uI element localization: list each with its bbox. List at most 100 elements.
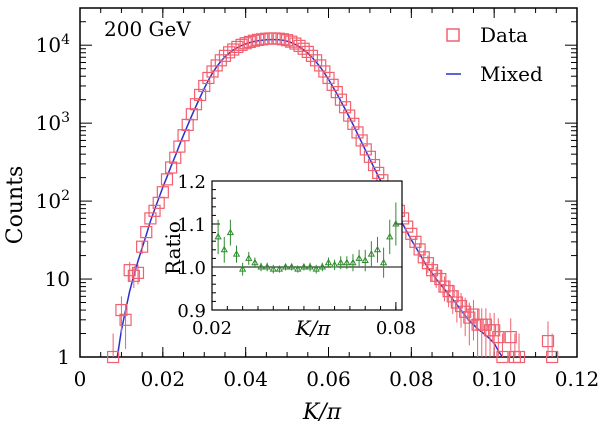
ratio-point [312, 265, 320, 272]
x-tick-label: 0.10 [472, 367, 517, 391]
y-tick-label: 104 [36, 32, 70, 57]
data-point [338, 101, 352, 114]
inset-x-axis-label: K/π [295, 316, 332, 340]
ratio-point [251, 258, 259, 266]
ratio-point [392, 219, 400, 227]
inset-plot: 0.9 1.0 1.1 1.2 0.02 0.08 [177, 172, 416, 339]
main-plot: 0 0.02 0.04 0.06 0.08 0.10 0.12 1 10 102 103 104 [36, 7, 600, 391]
data-point [359, 143, 372, 156]
y-tick-label: 10 [45, 267, 70, 291]
data-point [343, 109, 356, 122]
ratio-point [300, 262, 308, 270]
data-point [504, 331, 517, 344]
x-tick-label: 0.02 [141, 367, 186, 391]
energy-annotation: 200 GeV [104, 17, 191, 41]
data-point [463, 311, 476, 324]
ratio-point [330, 260, 339, 268]
data-point [367, 158, 381, 172]
data-point [280, 34, 294, 47]
ratio-point [232, 250, 241, 257]
legend-mixed-label: Mixed [480, 62, 543, 86]
data-point [492, 331, 505, 344]
inset-x-tick-label: 0.02 [192, 318, 232, 339]
x-tick-label: 0.12 [555, 367, 600, 391]
ratio-point [263, 262, 271, 270]
y-tick-label: 1 [57, 345, 70, 369]
data-point [140, 226, 153, 239]
data-point [198, 79, 211, 93]
inset-y-axis-label: Ratio [161, 221, 185, 275]
inset-y-tick-label: 1.2 [177, 172, 206, 193]
y-tick-label: 102 [36, 188, 70, 213]
data-point [165, 161, 178, 174]
data-point [541, 334, 555, 348]
x-tick-label: 0.06 [306, 367, 351, 391]
y-axis-label: Counts [3, 166, 28, 245]
ratio-point [318, 262, 326, 270]
data-point [107, 350, 120, 364]
ratio-point [257, 262, 265, 270]
inset-y-tick-label: 0.9 [177, 301, 206, 322]
ratio-point [214, 232, 222, 240]
data-point [144, 212, 157, 225]
ratio-point [337, 258, 345, 266]
data-point [438, 280, 451, 293]
ratio-point [294, 265, 302, 272]
data-point [297, 42, 310, 55]
x-tick-label: 0 [74, 367, 87, 391]
data-point [512, 350, 526, 364]
ratio-point [245, 254, 253, 261]
data-point [322, 71, 335, 85]
ratio-point [355, 254, 363, 261]
data-point [264, 32, 277, 45]
data-point [243, 35, 256, 49]
data-point [405, 227, 418, 240]
data-point [268, 32, 281, 45]
ratio-point [373, 245, 382, 253]
ratio-point [238, 265, 247, 272]
data-point [496, 350, 509, 364]
data-point [231, 40, 244, 54]
data-point [160, 173, 174, 186]
x-tick-label: 0.08 [389, 367, 434, 391]
data-point [185, 108, 198, 121]
data-point [119, 313, 132, 326]
data-point [131, 266, 145, 279]
ratio-point [269, 265, 277, 272]
data-point [194, 88, 207, 102]
data-point [156, 186, 169, 199]
ratio-point [367, 250, 376, 257]
legend: Data Mixed [446, 23, 543, 86]
data-point [305, 49, 319, 62]
data-point [115, 303, 128, 317]
ratio-point [288, 262, 296, 270]
ratio-point [226, 228, 235, 236]
data-point [127, 269, 140, 282]
data-point [227, 43, 240, 56]
data-point [218, 49, 232, 62]
ratio-point [361, 256, 369, 264]
data-point [301, 45, 314, 59]
ratio-point [386, 232, 394, 240]
inset-y-tick-label: 1.0 [177, 258, 206, 279]
ratio-point [379, 258, 388, 266]
x-tick-label: 0.04 [223, 367, 268, 391]
data-point [318, 65, 331, 78]
data-point [401, 220, 414, 233]
data-point [434, 272, 447, 286]
data-point [409, 235, 422, 248]
data-point [413, 243, 426, 256]
ratio-point [343, 258, 351, 266]
data-point [351, 126, 364, 139]
data-point [334, 93, 348, 106]
ratio-point [220, 245, 228, 253]
data-point [202, 71, 215, 85]
x-axis-label: K/π [302, 400, 342, 425]
data-point [488, 324, 501, 337]
data-point [330, 86, 343, 99]
data-point [148, 204, 161, 217]
data-point [214, 54, 227, 67]
ratio-point [306, 262, 314, 270]
data-point [189, 98, 203, 111]
